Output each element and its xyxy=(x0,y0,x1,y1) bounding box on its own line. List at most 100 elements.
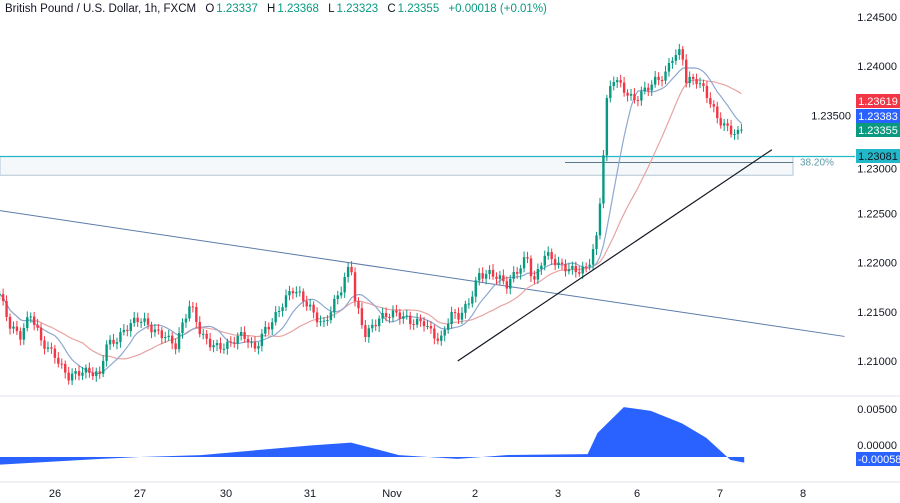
candle-body xyxy=(32,316,36,325)
candle-body xyxy=(326,320,329,322)
candle-body xyxy=(578,272,581,274)
candle-body xyxy=(540,265,543,270)
candle-body xyxy=(253,342,257,349)
time-axis-label: 27 xyxy=(134,488,146,500)
candle-body xyxy=(22,328,26,340)
candle-body xyxy=(143,318,146,322)
candle-body xyxy=(29,316,32,318)
candle-body xyxy=(233,342,236,344)
candle-body xyxy=(219,343,222,350)
candle-body xyxy=(239,332,243,336)
candle-body xyxy=(257,346,260,349)
price-tag xyxy=(856,94,900,108)
candle-body xyxy=(505,281,509,289)
candle-body xyxy=(340,292,343,296)
candle-body xyxy=(405,315,408,317)
time-axis-label: 30 xyxy=(220,488,232,500)
candle-body xyxy=(657,76,660,80)
candle-body xyxy=(160,330,164,339)
candle-body xyxy=(419,318,422,322)
candle-body xyxy=(150,324,153,333)
candle-body xyxy=(112,339,115,344)
candle-body xyxy=(322,320,326,322)
candle-body xyxy=(491,269,495,277)
candle-body xyxy=(377,318,381,327)
price-axis-label: 1.24000 xyxy=(857,61,897,73)
candle-body xyxy=(660,79,664,81)
candle-body xyxy=(336,295,339,299)
candle-body xyxy=(433,328,436,339)
candle-body xyxy=(678,49,681,56)
candle-body xyxy=(553,259,557,266)
candle-body xyxy=(126,329,129,332)
candle-body xyxy=(602,155,605,204)
low-label: L xyxy=(328,3,335,15)
candle-body xyxy=(391,310,395,318)
candle-body xyxy=(91,372,95,377)
candle-body xyxy=(557,262,560,266)
candle-body xyxy=(716,106,719,119)
candle-body xyxy=(478,273,481,281)
candle-body xyxy=(688,76,691,84)
candle-body xyxy=(726,123,729,126)
moving-average-slow xyxy=(0,79,742,360)
candle-body xyxy=(471,296,474,304)
candle-body xyxy=(98,371,101,374)
candle-body xyxy=(584,266,588,268)
candle-body xyxy=(619,80,622,83)
candle-body xyxy=(236,335,239,344)
high-value: 1.23368 xyxy=(277,3,319,15)
candle-body xyxy=(146,318,150,325)
price-axis-label: 1.21500 xyxy=(857,307,897,319)
candle-body xyxy=(346,266,350,278)
candle-body xyxy=(395,310,398,313)
candle-body xyxy=(443,329,446,336)
candle-body xyxy=(277,311,281,313)
candle-body xyxy=(350,266,353,273)
candle-body xyxy=(722,123,726,126)
price-tag-label: 1.23355 xyxy=(858,125,898,137)
time-axis-label: 7 xyxy=(717,488,723,500)
candle-body xyxy=(174,343,177,350)
candle-body xyxy=(467,303,471,305)
candle-body xyxy=(412,323,415,325)
candle-body xyxy=(295,291,298,294)
candle-body xyxy=(422,321,426,327)
price-tag-label: 1.23081 xyxy=(858,151,898,163)
candle-body xyxy=(250,342,253,344)
candle-body xyxy=(702,83,705,86)
candle-body xyxy=(188,306,191,319)
candle-body xyxy=(736,129,740,134)
candle-body xyxy=(367,328,371,338)
time-axis-label: 3 xyxy=(555,488,561,500)
candle-body xyxy=(133,317,136,324)
candle-body xyxy=(229,341,233,343)
candle-body xyxy=(205,333,208,339)
candle-body xyxy=(212,345,215,348)
candle-body xyxy=(495,276,498,279)
candle-body xyxy=(360,308,364,326)
candle-body xyxy=(698,83,702,85)
candle-body xyxy=(64,363,67,373)
candle-body xyxy=(284,295,288,308)
candle-body xyxy=(119,332,122,343)
candle-body xyxy=(129,323,132,332)
candle-body xyxy=(333,298,336,313)
candle-body xyxy=(609,86,612,99)
candle-body xyxy=(305,301,308,307)
candle-body xyxy=(402,316,405,319)
candle-body xyxy=(88,367,91,373)
candle-body xyxy=(381,312,384,319)
oscillator-area xyxy=(0,407,745,465)
candle-body xyxy=(598,203,602,236)
candle-body xyxy=(640,91,643,101)
price-axis-label: 1.22500 xyxy=(857,209,897,221)
candle-body xyxy=(208,338,212,348)
candle-body xyxy=(612,82,615,87)
candle-body xyxy=(591,249,595,265)
candle-body xyxy=(70,373,74,381)
candle-body xyxy=(740,129,743,131)
moving-average-fast xyxy=(0,67,742,375)
candle-body xyxy=(184,318,188,323)
